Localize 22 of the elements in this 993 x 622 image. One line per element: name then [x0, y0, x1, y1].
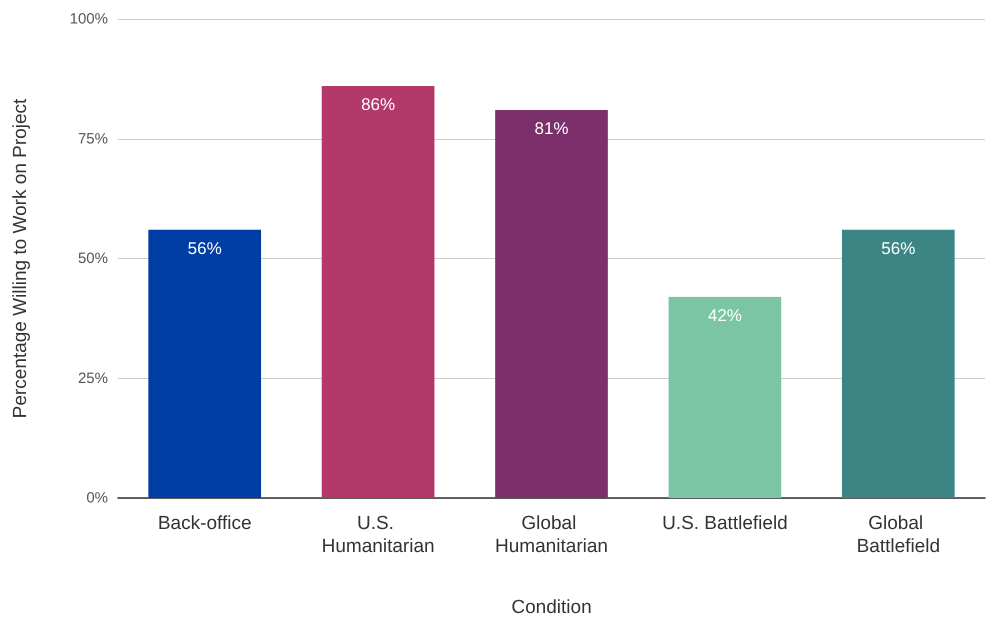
bar: [148, 230, 262, 498]
data-label: 42%: [708, 306, 742, 325]
x-tick-label: Global Humanitarian: [495, 513, 608, 557]
bar: [668, 296, 782, 498]
y-tick-label: 100%: [70, 10, 108, 28]
data-label: 86%: [361, 95, 396, 114]
y-tick-label: 50%: [78, 250, 108, 267]
x-tick-label: Back-office: [158, 513, 252, 534]
y-tick-label: 25%: [78, 370, 108, 387]
y-tick-label: 75%: [78, 130, 108, 148]
bar: [495, 110, 608, 498]
x-tick-label: U.S. Battlefield: [662, 513, 788, 534]
data-label: 81%: [534, 119, 569, 138]
y-tick-label: 0%: [86, 490, 108, 506]
y-axis-title: Percentage Willing to Work on Project: [10, 98, 31, 418]
x-tick-label: U.S. Humanitarian: [322, 513, 435, 557]
x-tick-label: Global Battlefield: [856, 513, 940, 557]
data-label: 56%: [188, 238, 222, 258]
bar: [322, 86, 434, 498]
data-label: 56%: [881, 238, 916, 258]
bar: [842, 230, 955, 498]
x-axis-title: Condition: [511, 597, 592, 618]
